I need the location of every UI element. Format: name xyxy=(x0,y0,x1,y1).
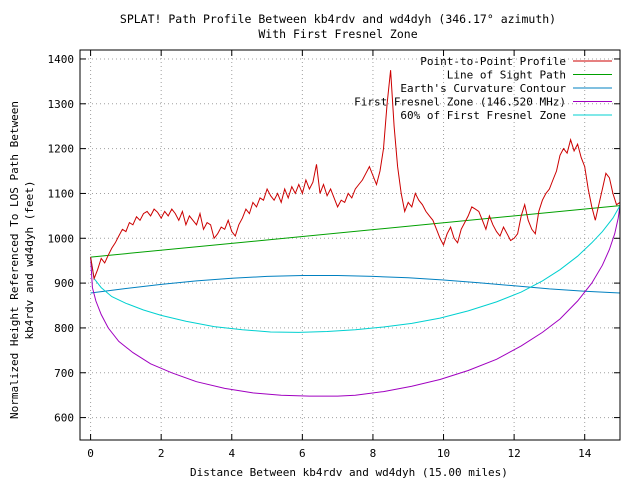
x-tick-label: 6 xyxy=(299,447,306,460)
y-tick-label: 1000 xyxy=(48,232,75,245)
x-tick-label: 10 xyxy=(437,447,450,460)
series-60-of-first-fresnel-zone-line xyxy=(90,205,621,333)
series-point-to-point-profile-line xyxy=(90,70,621,281)
y-tick-label: 1100 xyxy=(48,187,75,200)
y-axis-label-line1: Normalized Height Referenced To LOS Path… xyxy=(8,101,21,419)
legend-label: Point-to-Point Profile xyxy=(420,55,566,68)
x-axis-label: Distance Between kb4rdv and wd4dyh (15.0… xyxy=(190,466,508,479)
legend-label: 60% of First Fresnel Zone xyxy=(400,109,566,122)
chart-title-line2: With First Fresnel Zone xyxy=(258,27,417,41)
y-tick-label: 900 xyxy=(54,277,74,290)
axis-ticks: 600 700 800 900 1000 1100 1200 1300 1400 0 2 4 6 8 10 1… xyxy=(48,50,620,460)
chart-title-line1: SPLAT! Path Profile Between kb4rdv and w… xyxy=(120,12,556,26)
x-tick-label: 14 xyxy=(578,447,592,460)
y-axis-label-line2: kb4rdv and wd4dyh (feet) xyxy=(23,181,36,340)
series-first-fresnel-zone-146-520-mhz-line xyxy=(90,205,621,397)
series-layer xyxy=(90,70,621,397)
y-tick-label: 800 xyxy=(54,322,74,335)
x-tick-label: 8 xyxy=(370,447,377,460)
grid-lines xyxy=(80,50,620,440)
legend-label: First Fresnel Zone (146.520 MHz) xyxy=(354,96,566,109)
series-earth-s-curvature-contour-line xyxy=(90,275,621,294)
series-line-of-sight-path-line xyxy=(90,205,621,258)
plot-frame xyxy=(79,49,621,441)
legend-label: Line of Sight Path xyxy=(447,69,566,82)
y-tick-label: 1400 xyxy=(48,53,75,66)
x-tick-label: 12 xyxy=(507,447,520,460)
x-tick-label: 0 xyxy=(87,447,94,460)
y-tick-label: 1300 xyxy=(48,98,75,111)
y-tick-label: 1200 xyxy=(48,143,75,156)
y-tick-label: 600 xyxy=(54,412,74,425)
x-tick-label: 4 xyxy=(228,447,235,460)
x-tick-label: 2 xyxy=(158,447,165,460)
legend-label: Earth's Curvature Contour xyxy=(400,82,566,95)
y-tick-label: 700 xyxy=(54,367,74,380)
